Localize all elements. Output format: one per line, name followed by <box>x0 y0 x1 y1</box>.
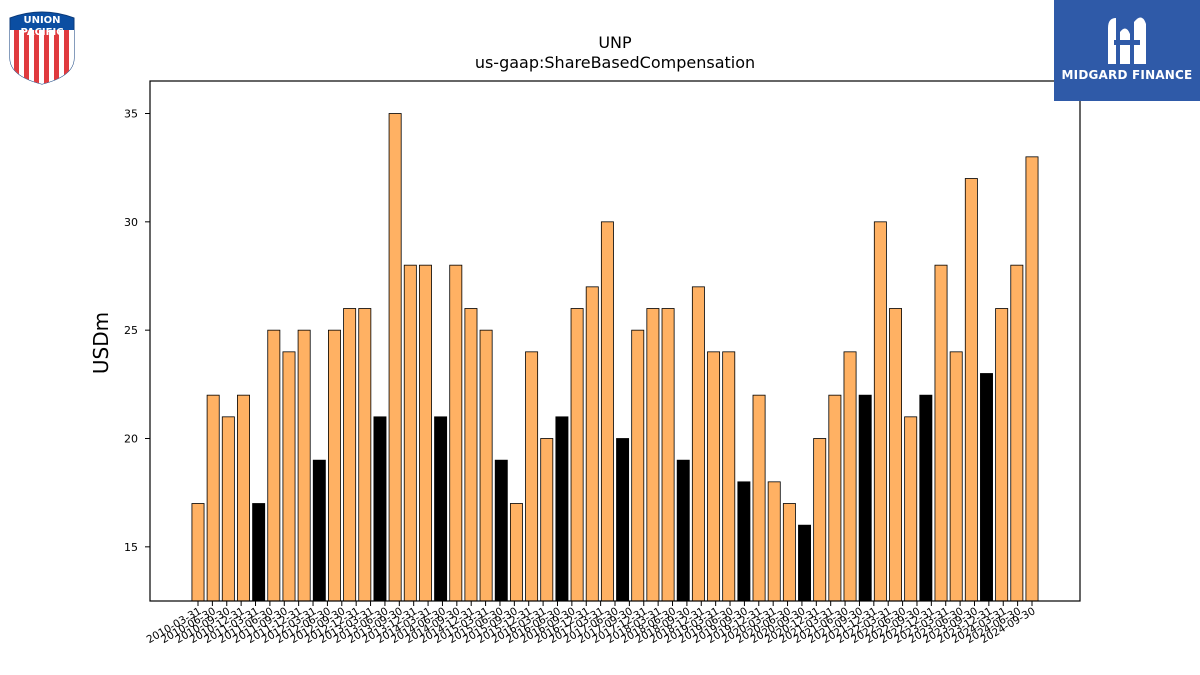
midgard-mark-icon <box>1108 17 1146 65</box>
bar <box>418 264 432 602</box>
bar <box>267 329 281 602</box>
bar <box>358 308 372 602</box>
bar <box>509 503 523 602</box>
bar <box>767 481 781 602</box>
bar <box>828 394 842 602</box>
y-tick-label: 15 <box>124 541 138 554</box>
bar <box>813 438 827 602</box>
union-pacific-logo: UNION PACIFIC <box>6 8 78 86</box>
midgard-finance-logo: MIDGARD FINANCE <box>1054 0 1200 101</box>
bar <box>616 438 630 602</box>
bar <box>525 351 539 602</box>
y-tick-label: 20 <box>124 433 138 446</box>
bar <box>221 416 235 602</box>
bar <box>1025 156 1039 602</box>
x-ticks-group: 2010-03-312010-06-302010-09-302010-12-31… <box>145 601 1038 646</box>
midgard-brand-text: MIDGARD FINANCE <box>1061 68 1193 82</box>
bar <box>934 264 948 602</box>
bar <box>403 264 417 602</box>
bar <box>570 308 584 602</box>
bar <box>646 308 660 602</box>
bar <box>843 351 857 602</box>
bar <box>252 503 266 602</box>
bar <box>388 113 402 602</box>
bar <box>449 264 463 602</box>
bar <box>206 394 220 602</box>
bar <box>964 178 978 602</box>
plot-frame <box>149 80 1081 602</box>
bar <box>904 416 918 602</box>
bar <box>919 394 933 602</box>
bars-group <box>191 113 1039 602</box>
bar <box>980 373 993 602</box>
bar <box>328 329 341 602</box>
bar <box>282 351 296 602</box>
chart-subtitle: us-gaap:ShareBasedCompensation <box>475 53 755 72</box>
bar <box>1010 264 1024 602</box>
bar <box>600 221 614 602</box>
y-tick-label: 30 <box>124 216 138 229</box>
bar <box>464 308 478 602</box>
bar <box>707 351 721 602</box>
bar <box>191 503 205 602</box>
bar <box>237 394 250 602</box>
bar <box>373 416 387 602</box>
bar <box>555 416 569 602</box>
chart-title: UNP <box>598 33 632 52</box>
y-ticks-group: 15 20 25 30 35 <box>124 108 150 554</box>
bar <box>737 481 751 602</box>
bar <box>676 459 690 602</box>
bar <box>297 329 311 602</box>
svg-text:PACIFIC: PACIFIC <box>20 27 63 38</box>
bar <box>631 329 645 602</box>
y-tick-label: 35 <box>124 108 138 121</box>
bar <box>949 351 963 602</box>
bar <box>722 351 736 602</box>
bar <box>343 308 357 602</box>
bar <box>858 394 872 602</box>
bar <box>312 459 326 602</box>
bar <box>585 286 599 602</box>
bar <box>494 459 508 602</box>
bar <box>995 308 1009 602</box>
bar <box>540 438 554 602</box>
bar <box>752 394 766 602</box>
bar <box>691 286 705 602</box>
bar <box>434 416 448 602</box>
bar <box>479 329 493 602</box>
y-axis-label: USDm <box>89 312 113 374</box>
svg-text:UNION: UNION <box>23 15 60 26</box>
bar <box>873 221 887 602</box>
bar <box>661 308 675 602</box>
y-tick-label: 25 <box>124 324 138 337</box>
bar <box>889 308 902 602</box>
bar <box>782 503 796 602</box>
bar <box>798 524 812 602</box>
